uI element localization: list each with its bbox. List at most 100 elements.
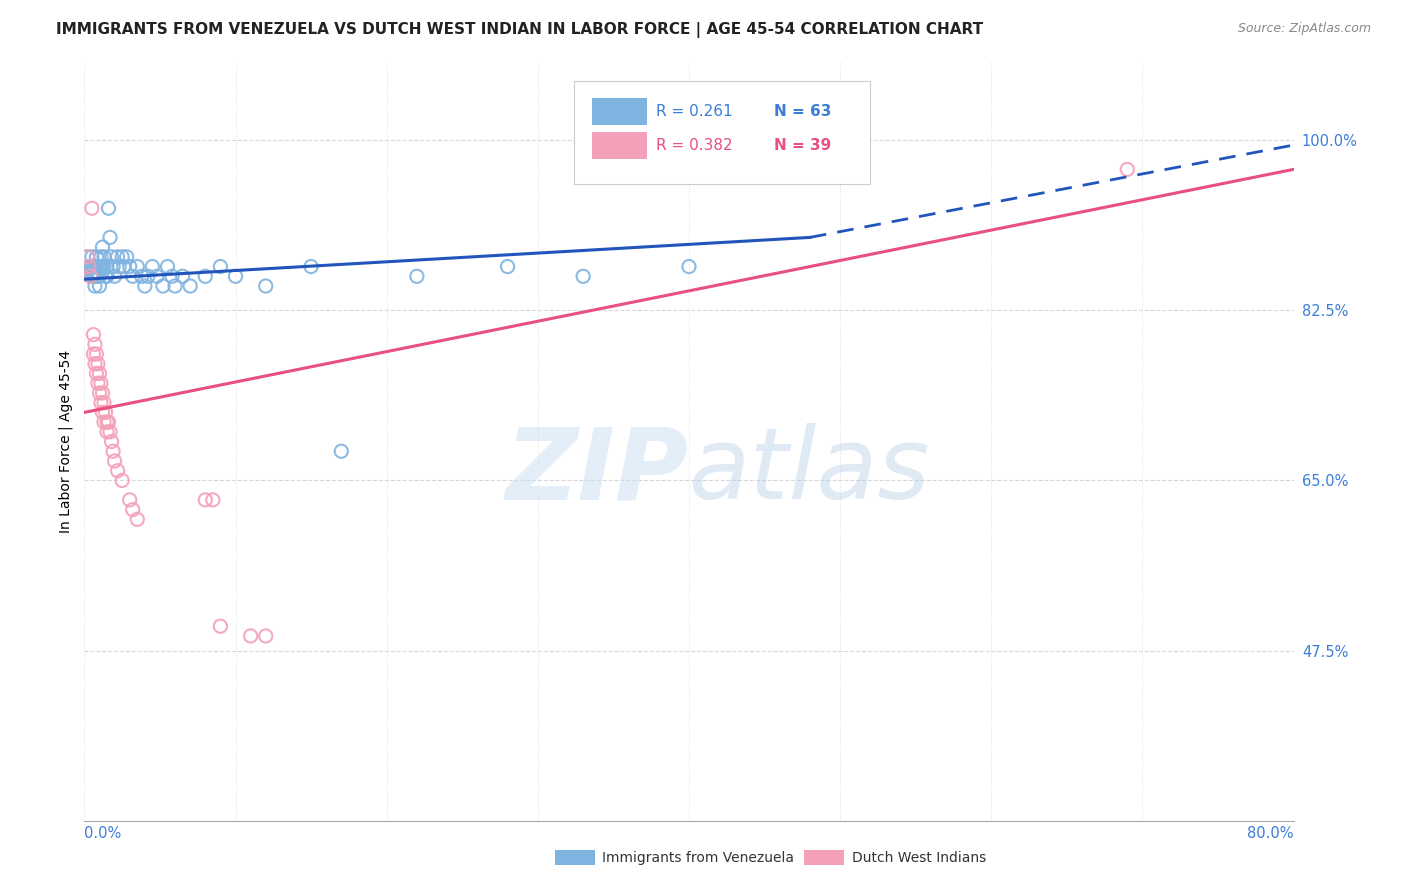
Point (100, 250, 122, 264)
Point (100, 434, 122, 449)
Point (98, 230, 121, 244)
Point (194, 492, 217, 507)
Point (93, 260, 115, 274)
Text: IMMIGRANTS FROM VENEZUELA VS DUTCH WEST INDIAN IN LABOR FORCE | AGE 45-54 CORREL: IMMIGRANTS FROM VENEZUELA VS DUTCH WEST … (56, 22, 983, 38)
Text: ZIP: ZIP (506, 424, 689, 520)
Point (77, 260, 100, 274)
Point (299, 260, 322, 274)
FancyBboxPatch shape (574, 81, 870, 184)
Point (79, 269, 101, 284)
Point (678, 260, 700, 274)
Point (108, 260, 131, 274)
Point (97, 415, 120, 429)
Point (91, 386, 114, 401)
Point (89, 279, 111, 293)
Point (496, 260, 519, 274)
FancyBboxPatch shape (592, 98, 647, 126)
Point (406, 269, 429, 284)
Text: Immigrants from Venezuela: Immigrants from Venezuela (602, 851, 794, 865)
Point (111, 474, 134, 488)
Point (330, 444, 353, 458)
Point (90, 260, 112, 274)
Point (179, 279, 201, 293)
Text: Dutch West Indians: Dutch West Indians (852, 851, 986, 865)
FancyBboxPatch shape (592, 132, 647, 160)
Point (80, 250, 103, 264)
Point (225, 269, 247, 284)
Point (152, 279, 174, 293)
Point (96, 415, 118, 429)
Point (121, 269, 143, 284)
Point (89, 386, 111, 401)
Point (127, 260, 149, 274)
Point (86, 250, 108, 264)
Point (194, 269, 217, 284)
Y-axis label: In Labor Force | Age 45-54: In Labor Force | Age 45-54 (59, 350, 73, 533)
Point (79, 260, 101, 274)
Point (111, 250, 134, 264)
Point (87, 260, 110, 274)
Point (89, 269, 111, 284)
Point (84, 337, 107, 351)
Point (107, 464, 129, 478)
Point (76, 250, 98, 264)
Point (82, 347, 104, 361)
Point (239, 629, 262, 643)
Point (96, 425, 118, 439)
Point (86, 269, 108, 284)
Point (141, 260, 163, 274)
Point (254, 629, 277, 643)
Point (94, 269, 117, 284)
Point (572, 269, 595, 284)
Point (160, 269, 183, 284)
Point (107, 250, 129, 264)
Point (90, 376, 112, 391)
Point (209, 619, 232, 633)
Point (104, 269, 127, 284)
Point (254, 279, 277, 293)
Point (89, 367, 111, 381)
Point (115, 250, 138, 264)
Point (90, 250, 112, 264)
Point (127, 512, 149, 526)
Point (91, 240, 114, 254)
Point (136, 269, 159, 284)
Text: N = 39: N = 39 (773, 138, 831, 153)
Point (82, 327, 104, 342)
Text: N = 63: N = 63 (773, 104, 831, 120)
Text: 0.0%: 0.0% (84, 825, 121, 840)
Point (91, 405, 114, 419)
Point (82, 260, 104, 274)
Point (86, 347, 108, 361)
Point (96, 260, 118, 274)
Point (86, 367, 108, 381)
Text: Source: ZipAtlas.com: Source: ZipAtlas.com (1237, 22, 1371, 36)
Text: R = 0.382: R = 0.382 (657, 138, 733, 153)
Point (97, 201, 120, 215)
Point (84, 269, 107, 284)
Point (80, 269, 103, 284)
Point (77, 260, 100, 274)
Point (76, 250, 98, 264)
Point (98, 425, 121, 439)
Point (84, 357, 107, 371)
Point (87, 357, 110, 371)
Point (93, 415, 115, 429)
Text: 80.0%: 80.0% (1247, 825, 1294, 840)
Point (101, 444, 124, 458)
Point (101, 260, 124, 274)
Point (87, 376, 110, 391)
Point (86, 260, 108, 274)
Point (82, 269, 104, 284)
Point (79, 269, 101, 284)
Point (93, 395, 115, 409)
Text: atlas: atlas (689, 424, 931, 520)
Point (90, 395, 112, 409)
Point (172, 269, 194, 284)
Point (94, 405, 117, 419)
Point (131, 269, 153, 284)
Point (80, 201, 103, 215)
Point (87, 269, 110, 284)
Point (93, 250, 115, 264)
Point (84, 260, 107, 274)
